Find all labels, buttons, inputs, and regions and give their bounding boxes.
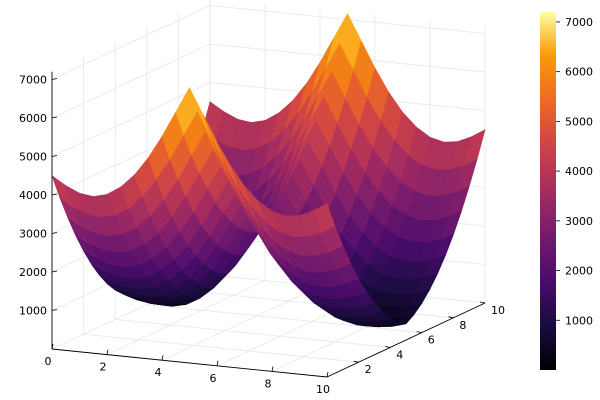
colorbar-tick-label: 1000 [565, 314, 593, 327]
z-tick-mark [51, 193, 58, 196]
z-tick-mark [51, 232, 58, 234]
x-tick-mark [51, 343, 54, 350]
x-tick-label: 2 [100, 361, 107, 374]
x-tick-mark [161, 355, 164, 361]
x-tick-label: 0 [45, 355, 52, 368]
grid-line-y [146, 27, 422, 333]
colorbar: 1000 2000 3000 4000 5000 6000 7000 [540, 12, 593, 370]
colorbar-tick-label: 3000 [565, 215, 593, 228]
colorbar-tick-label: 5000 [565, 115, 593, 128]
colorbar-tick-label: 6000 [565, 66, 593, 79]
colorbar-tick-label: 7000 [565, 16, 593, 29]
z-tick-mark [51, 78, 58, 80]
colorbar-ticks: 1000 2000 3000 4000 5000 6000 7000 [556, 16, 593, 327]
y-tick-label: 8 [459, 319, 466, 332]
x-tick-mark [271, 366, 274, 372]
x-axis-line [51, 348, 328, 378]
grid-line-y [114, 42, 391, 348]
y-tick-label: 6 [428, 334, 435, 347]
surface-patch [312, 203, 336, 233]
z-tick-label: 6000 [19, 112, 47, 125]
z-tick-label: 7000 [19, 74, 47, 87]
y-tick-label: 4 [396, 348, 403, 361]
z-tick-mark [51, 116, 58, 119]
z-tick-label: 5000 [19, 151, 47, 164]
grid-line-y [83, 57, 359, 363]
z-tick-label: 2000 [19, 266, 47, 279]
colorbar-tick-label: 2000 [565, 265, 593, 278]
y-tick-mark [479, 301, 486, 304]
y-tick-label: 2 [365, 363, 372, 376]
x-tick-label: 4 [155, 366, 162, 379]
y-tick-mark [448, 316, 454, 319]
x-tick-mark [106, 349, 109, 355]
axis-tick-labels: 0 2 4 6 8 10 2 4 6 8 10 1000 2000 3000 4000 5000 6000 700… [19, 74, 505, 397]
y-tick-mark [353, 360, 359, 363]
x-tick-label: 10 [316, 383, 330, 396]
colorbar-tick-label: 4000 [565, 165, 593, 178]
x-tick-mark [326, 371, 329, 378]
y-tick-mark [416, 331, 422, 333]
y-tick-mark [385, 346, 391, 348]
z-tick-label: 3000 [19, 228, 47, 241]
x-tick-mark [216, 360, 219, 366]
z-tick-mark [51, 309, 58, 311]
z-tick-label: 1000 [19, 305, 47, 318]
z-tick-mark [51, 270, 58, 273]
x-tick-label: 6 [210, 372, 217, 385]
grid-line-z [51, 43, 486, 119]
grid-line-z [51, 5, 486, 80]
z-tick-mark [51, 155, 58, 157]
colorbar-bar [540, 12, 556, 370]
y-tick-label: 10 [491, 304, 505, 317]
z-tick-label: 4000 [19, 189, 47, 202]
surface [51, 12, 486, 328]
x-tick-label: 8 [265, 377, 272, 390]
y-axis-line [326, 302, 486, 378]
